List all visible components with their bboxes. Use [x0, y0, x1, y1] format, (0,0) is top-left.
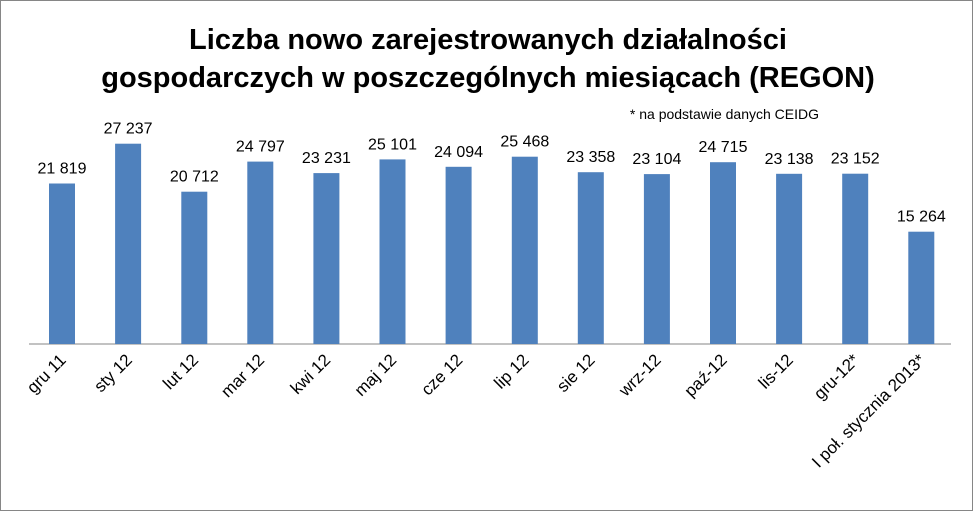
bar-7: [511, 156, 538, 344]
data-label-9: 23 104: [632, 151, 681, 168]
data-labels-group: 21 819 27 237 20 712 24 797 23 231 25 101 24 0…: [38, 121, 946, 226]
bar-8: [577, 172, 604, 344]
bar-1: [115, 143, 142, 344]
bar-12: [842, 173, 869, 344]
bars-group: [49, 143, 935, 344]
data-label-5: 25 101: [368, 136, 417, 153]
category-label-6: cze 12: [418, 350, 467, 399]
bar-2: [181, 191, 208, 344]
bar-10: [710, 162, 736, 344]
data-label-10: 24 715: [699, 139, 748, 156]
category-label-8: sie 12: [553, 350, 599, 396]
category-label-2: lut 12: [159, 350, 202, 393]
bar-6: [445, 166, 472, 344]
category-labels-group: gru 11 sty 12 lut 12 mar 12 kwi 12 maj 12 cze …: [23, 350, 929, 471]
category-label-13: I poł. stycznia 2013*: [808, 350, 929, 471]
data-label-3: 24 797: [236, 139, 285, 156]
data-label-7: 25 468: [500, 134, 549, 151]
bar-4: [313, 173, 340, 344]
chart-title-line-1: Liczba nowo zarejestrowanych działalnośc…: [189, 24, 787, 56]
category-label-3: mar 12: [217, 350, 268, 401]
bar-11: [776, 173, 803, 344]
category-label-5: maj 12: [351, 350, 401, 400]
data-label-1: 27 237: [104, 121, 153, 138]
data-label-0: 21 819: [38, 161, 87, 178]
category-label-12: gru-12*: [810, 350, 863, 403]
data-label-8: 23 358: [566, 149, 615, 166]
data-label-2: 20 712: [170, 169, 219, 186]
bar-0: [49, 183, 75, 344]
data-label-12: 23 152: [831, 151, 880, 168]
category-label-10: paź-12: [681, 350, 731, 400]
data-label-11: 23 138: [765, 151, 814, 168]
data-label-6: 24 094: [434, 144, 483, 161]
category-label-0: gru 11: [23, 350, 70, 397]
category-label-11: lis-12: [755, 350, 797, 392]
source-note: * na podstawie danych CEIDG: [630, 106, 819, 122]
bar-9: [643, 174, 670, 344]
data-label-13: 15 264: [897, 209, 946, 226]
bar-13: [908, 231, 935, 344]
category-label-9: wrz-12: [615, 350, 665, 400]
chart-title-line-2: gospodarczych w poszczególnych miesiącac…: [101, 62, 875, 94]
bar-3: [247, 161, 274, 344]
category-label-1: sty 12: [90, 350, 136, 396]
bar-5: [379, 159, 406, 344]
category-label-7: lip 12: [490, 350, 532, 392]
data-label-4: 23 231: [302, 150, 351, 167]
category-label-4: kwi 12: [287, 350, 335, 398]
